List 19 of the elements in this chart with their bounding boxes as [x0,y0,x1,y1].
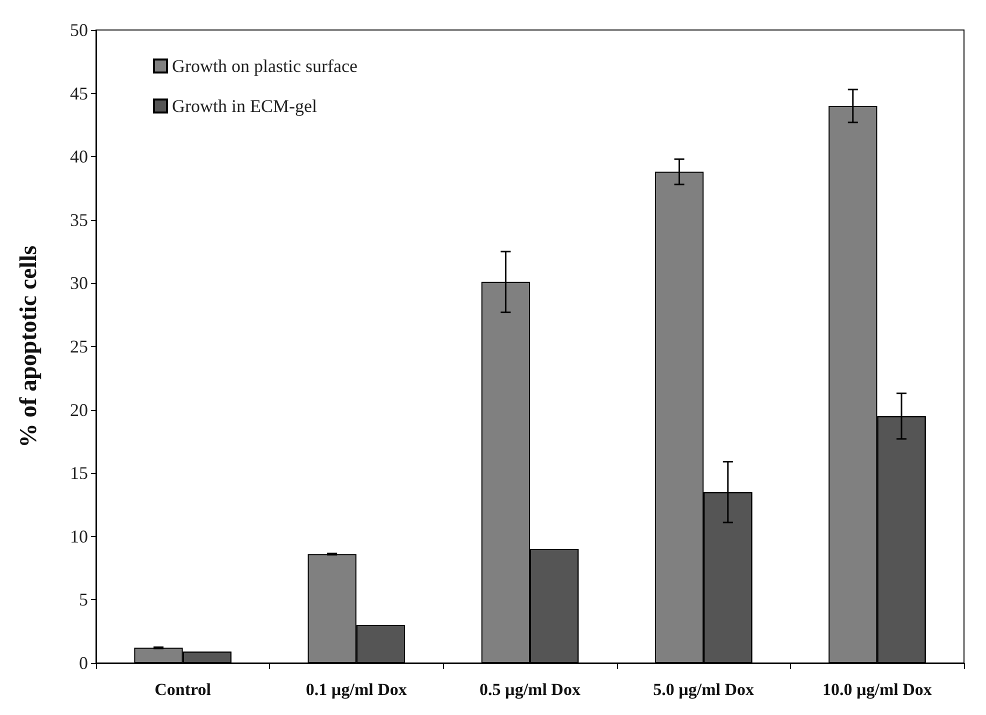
x-tick-label: 10.0 µg/ml Dox [822,680,932,699]
y-tick-label: 10 [70,526,88,546]
x-tick-label: 5.0 µg/ml Dox [653,680,755,699]
x-tick-label: Control [154,680,212,699]
y-tick-label: 20 [70,400,88,420]
y-axis-title: % of apoptotic cells [16,246,42,448]
y-tick-label: 45 [70,83,88,104]
legend-label: Growth on plastic surface [172,56,358,76]
x-tick-label: 0.5 µg/ml Dox [480,680,581,699]
y-tick-label: 40 [70,146,88,167]
y-tick-label: 15 [70,463,88,484]
y-tick-label: 5 [79,590,88,610]
y-tick-label: 0 [79,653,88,673]
legend-label: Growth in ECM-gel [172,96,317,116]
y-tick-label: 30 [70,273,88,294]
y-tick-label: 25 [70,336,88,356]
x-tick-label: 0.1 µg/ml Dox [306,680,408,699]
y-tick-label: 50 [70,20,88,40]
y-tick-label: 35 [70,210,88,230]
